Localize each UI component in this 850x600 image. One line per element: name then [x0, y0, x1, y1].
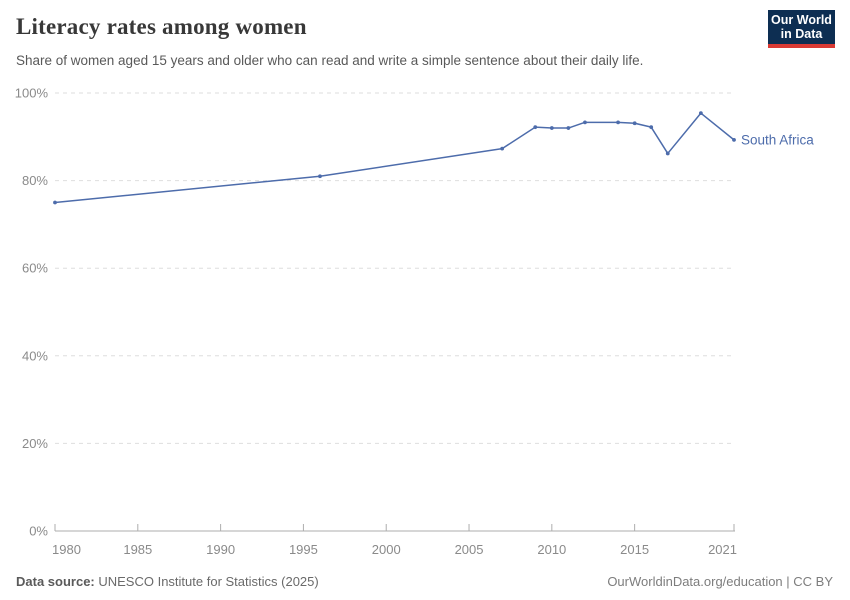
attribution: OurWorldinData.org/education | CC BY: [607, 574, 833, 589]
data-point-marker[interactable]: [616, 120, 620, 125]
data-point-marker[interactable]: [665, 151, 670, 156]
x-axis-tick-label: 1995: [289, 542, 318, 557]
data-point-marker[interactable]: [583, 120, 587, 125]
x-axis-tick-label: 2015: [620, 542, 649, 557]
x-axis-tick-label: 1985: [123, 542, 152, 557]
y-axis-tick-label: 40%: [22, 348, 48, 363]
y-axis-tick-label: 20%: [22, 436, 48, 451]
owid-logo[interactable]: Our World in Data: [768, 10, 835, 48]
data-source: Data source: UNESCO Institute for Statis…: [16, 574, 319, 589]
data-point-marker[interactable]: [566, 126, 571, 130]
data-point-marker[interactable]: [698, 111, 703, 116]
owid-logo-line2: in Data: [780, 27, 823, 41]
y-axis-tick-label: 100%: [15, 86, 49, 101]
page-title: Literacy rates among women: [16, 14, 307, 39]
y-axis-tick-label: 0%: [29, 524, 48, 539]
data-point-marker[interactable]: [632, 121, 637, 126]
data-point-marker[interactable]: [649, 125, 654, 130]
x-axis-tick-label: 2010: [537, 542, 566, 557]
data-point-marker[interactable]: [549, 126, 554, 130]
data-point-marker[interactable]: [318, 174, 322, 179]
y-axis-tick-label: 60%: [22, 261, 48, 276]
data-source-text: UNESCO Institute for Statistics (2025): [94, 574, 319, 589]
owid-logo-line1: Our World: [771, 12, 832, 27]
data-point-marker[interactable]: [500, 146, 505, 151]
x-axis-tick-label: 1990: [206, 542, 235, 557]
y-axis-tick-label: 80%: [22, 173, 48, 188]
data-line[interactable]: [54, 112, 735, 204]
series-end-label[interactable]: South Africa: [741, 132, 814, 147]
data-point-marker[interactable]: [533, 125, 538, 130]
x-axis-tick-label: 2021: [708, 542, 737, 557]
x-axis-tick-label: 2005: [455, 542, 484, 557]
data-point-marker[interactable]: [732, 137, 736, 142]
x-axis-tick-label: 1980: [52, 542, 81, 557]
chart-subtitle: Share of women aged 15 years and older w…: [16, 53, 644, 68]
chart-footer: Data source: UNESCO Institute for Statis…: [16, 574, 833, 589]
x-axis-tick-label: 2000: [372, 542, 401, 557]
data-point-marker[interactable]: [53, 200, 57, 205]
data-source-label: Data source:: [16, 574, 95, 589]
